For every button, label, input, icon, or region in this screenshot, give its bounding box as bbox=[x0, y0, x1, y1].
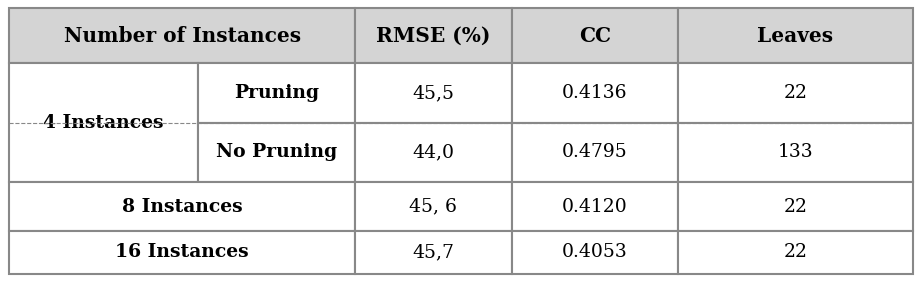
Text: No Pruning: No Pruning bbox=[216, 143, 337, 161]
Bar bbox=[9, 182, 355, 231]
Text: 0.4795: 0.4795 bbox=[561, 143, 628, 161]
Text: 4 Instances: 4 Instances bbox=[43, 114, 164, 132]
Text: 0.4053: 0.4053 bbox=[561, 243, 628, 261]
Bar bbox=[355, 63, 512, 123]
Bar bbox=[678, 123, 913, 182]
Bar bbox=[512, 8, 678, 63]
Bar bbox=[355, 182, 512, 231]
Bar bbox=[355, 8, 512, 63]
Text: 0.4120: 0.4120 bbox=[561, 198, 628, 215]
Text: 45, 6: 45, 6 bbox=[409, 198, 457, 215]
Bar bbox=[678, 231, 913, 274]
Bar bbox=[9, 63, 198, 182]
Text: 22: 22 bbox=[783, 84, 808, 102]
Text: Number of Instances: Number of Instances bbox=[64, 26, 301, 46]
Bar bbox=[355, 123, 512, 182]
Bar bbox=[355, 231, 512, 274]
Bar bbox=[512, 182, 678, 231]
Bar bbox=[9, 8, 355, 63]
Text: Pruning: Pruning bbox=[234, 84, 319, 102]
Bar bbox=[512, 63, 678, 123]
Text: 0.4136: 0.4136 bbox=[561, 84, 628, 102]
Bar bbox=[678, 8, 913, 63]
Text: 133: 133 bbox=[777, 143, 813, 161]
Text: 44,0: 44,0 bbox=[412, 143, 455, 161]
Text: 16 Instances: 16 Instances bbox=[115, 243, 249, 261]
Bar bbox=[198, 63, 355, 123]
Text: 45,7: 45,7 bbox=[412, 243, 455, 261]
Bar bbox=[512, 231, 678, 274]
Bar bbox=[198, 123, 355, 182]
Text: CC: CC bbox=[579, 26, 610, 46]
Bar bbox=[678, 182, 913, 231]
Bar bbox=[512, 123, 678, 182]
Bar bbox=[678, 63, 913, 123]
Text: Leaves: Leaves bbox=[757, 26, 833, 46]
Text: 8 Instances: 8 Instances bbox=[122, 198, 242, 215]
Text: 45,5: 45,5 bbox=[412, 84, 455, 102]
Text: 22: 22 bbox=[783, 243, 808, 261]
Text: RMSE (%): RMSE (%) bbox=[376, 26, 491, 46]
Bar bbox=[9, 231, 355, 274]
Text: 22: 22 bbox=[783, 198, 808, 215]
